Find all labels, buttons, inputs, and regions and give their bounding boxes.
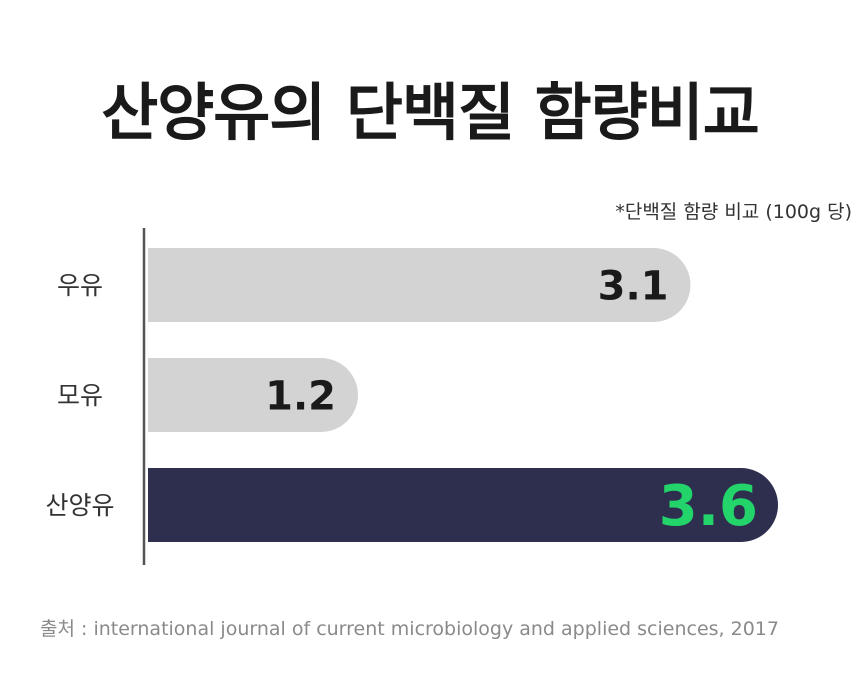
chart-note: *단백질 함량 비교 (100g 당) xyxy=(615,201,852,223)
bar-3 xyxy=(148,468,778,542)
bar-1 xyxy=(148,248,691,322)
source-note: 출처 : international journal of current mi… xyxy=(40,618,779,640)
chart-title: 산양유의 단백질 함량비교 xyxy=(101,76,760,149)
value-label-1: 3.1 xyxy=(598,263,669,309)
bar-2 xyxy=(148,358,358,432)
category-label-3: 산양유 xyxy=(45,491,114,520)
category-label-2: 모유 xyxy=(57,381,103,410)
category-label-1: 우유 xyxy=(57,271,103,300)
value-label-3: 3.6 xyxy=(659,474,758,539)
value-label-2: 1.2 xyxy=(265,373,336,419)
